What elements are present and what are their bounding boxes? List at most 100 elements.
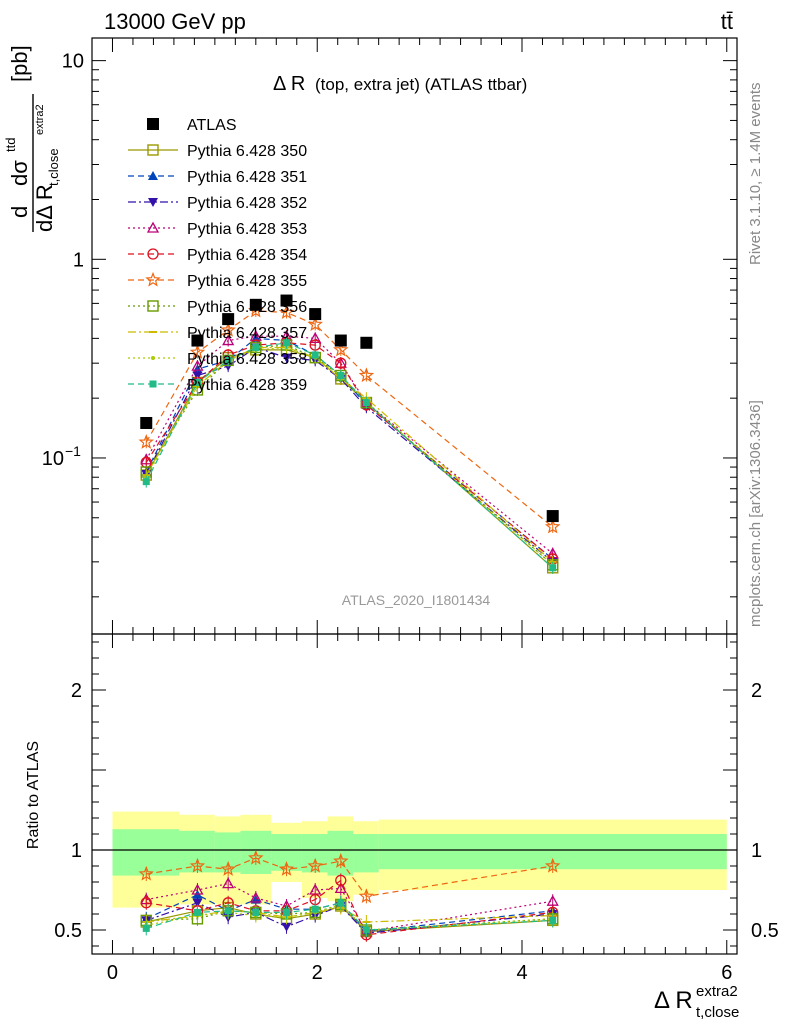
y-tick-label-exponent: −1 (65, 443, 81, 459)
ratio-series-359 (142, 895, 557, 937)
legend-entry-355: Pythia 6.428 355 (128, 271, 307, 290)
xlabel-main: Δ R (654, 987, 693, 1014)
ratio-point (249, 891, 262, 903)
ratio-point (311, 905, 319, 913)
atlas-point (222, 313, 235, 326)
data-point (358, 367, 375, 383)
series-352 (141, 341, 558, 568)
uncertainty-band-inner (179, 830, 215, 873)
x-tick-label: 0 (107, 962, 118, 984)
legend-marker (145, 271, 161, 287)
legend-entry-358: Pythia 6.428 358 (128, 351, 307, 368)
legend-label: Pythia 6.428 351 (187, 169, 307, 186)
data-point (192, 371, 203, 381)
legend-label: ATLAS (187, 117, 237, 134)
data-point (333, 341, 349, 357)
ylabel-denominator-sup: extra2 (34, 104, 46, 135)
ratio-point (192, 898, 203, 908)
data-point (138, 434, 154, 449)
legend-entry-350: Pythia 6.428 350 (128, 143, 307, 160)
xlabel: Δ R extra2 t,close (654, 983, 739, 1021)
ratio-point (224, 907, 232, 915)
x-tick-label: 4 (516, 962, 527, 984)
atlas-point (191, 334, 204, 347)
ylabel-dsigma: dσ (7, 160, 32, 186)
data-point (549, 564, 557, 572)
process-label: tt̄ (721, 9, 733, 34)
legend-entry-359: Pythia 6.428 359 (128, 377, 307, 394)
series-line (145, 335, 554, 555)
ratio-point (278, 861, 295, 876)
legend-label: Pythia 6.428 350 (187, 143, 307, 160)
ratio-point (191, 883, 204, 895)
ratio-point (358, 888, 375, 904)
ratio-y-tick-label-right: 1 (751, 840, 762, 862)
legend-label: Pythia 6.428 358 (187, 351, 307, 368)
legend-entry-352: Pythia 6.428 352 (128, 195, 307, 212)
legend-entry-354: Pythia 6.428 354 (128, 247, 307, 264)
legend-marker (147, 144, 159, 156)
uncertainty-band-inner (327, 830, 354, 876)
atlas-point (334, 334, 347, 347)
ratio-y-tick-label-right: 0.5 (751, 920, 779, 942)
ratio-point (193, 908, 201, 916)
ratio-point (333, 853, 349, 868)
ylabel-ttd: ttd (3, 138, 18, 152)
series-355 (138, 302, 561, 534)
title-main: Δ R (273, 73, 305, 95)
xlabel-sup: extra2 (696, 983, 738, 1000)
atlas-point (309, 308, 322, 321)
legend-marker (148, 198, 158, 207)
ratio-panel: 0.5 0.5 1 1 2 2 0 2 4 6 (54, 633, 779, 984)
ratio-point (248, 849, 264, 865)
series-line (145, 310, 554, 528)
data-point (223, 362, 234, 372)
legend-label: Pythia 6.428 352 (187, 195, 307, 212)
ratio-series-355 (138, 849, 561, 904)
legend: ATLAS Pythia 6.428 350 Pythia 6.428 351 Pyt… (128, 117, 307, 394)
legend-label: Pythia 6.428 353 (187, 221, 307, 238)
ratio-y-tick-label: 0.5 (54, 920, 82, 942)
legend-label: Pythia 6.428 357 (187, 325, 307, 342)
ylabel-denominator: dΔ R (32, 184, 57, 232)
atlas-point (249, 298, 262, 311)
legend-label: Pythia 6.428 356 (187, 299, 307, 316)
ratio-point (283, 908, 291, 916)
ratio-point (252, 908, 260, 916)
legend-entry-357: Pythia 6.428 357 (128, 325, 307, 342)
data-point (252, 343, 260, 351)
series-atlas (140, 294, 559, 523)
ratio-y-tick-label: 2 (71, 680, 82, 702)
main-ylabel: d dσ ttd dΔ R t,close extra2 [pb] (3, 45, 61, 232)
legend-label: Pythia 6.428 354 (187, 247, 307, 264)
ratio-point (335, 874, 347, 887)
atlas-point (360, 336, 373, 349)
data-point (222, 334, 235, 346)
ratio-point (546, 894, 559, 906)
xlabel-sub: t,close (696, 1004, 739, 1021)
ratio-point (337, 899, 345, 907)
ratio-point (222, 877, 235, 889)
legend-entry-356: Pythia 6.428 356 (128, 299, 307, 316)
legend-marker (146, 221, 160, 233)
legend-label: Pythia 6.428 359 (187, 377, 307, 394)
series-354 (140, 336, 559, 566)
data-point (335, 357, 347, 369)
ratio-point (220, 861, 236, 876)
legend-label: Pythia 6.428 355 (187, 273, 307, 290)
data-point (544, 518, 561, 534)
ratio-point (334, 882, 347, 894)
y-tick-label: 10 (62, 51, 84, 73)
legend-marker (147, 300, 159, 312)
title-sub: (top, extra jet) (ATLAS ttbar) (315, 75, 527, 94)
ratio-point (307, 857, 323, 873)
legend-marker (151, 356, 155, 360)
ratio-point (142, 924, 150, 932)
series-359 (142, 336, 557, 574)
data-point (142, 478, 150, 486)
ratio-point (140, 897, 152, 909)
atlas-point (546, 510, 559, 523)
series-line (145, 346, 554, 566)
